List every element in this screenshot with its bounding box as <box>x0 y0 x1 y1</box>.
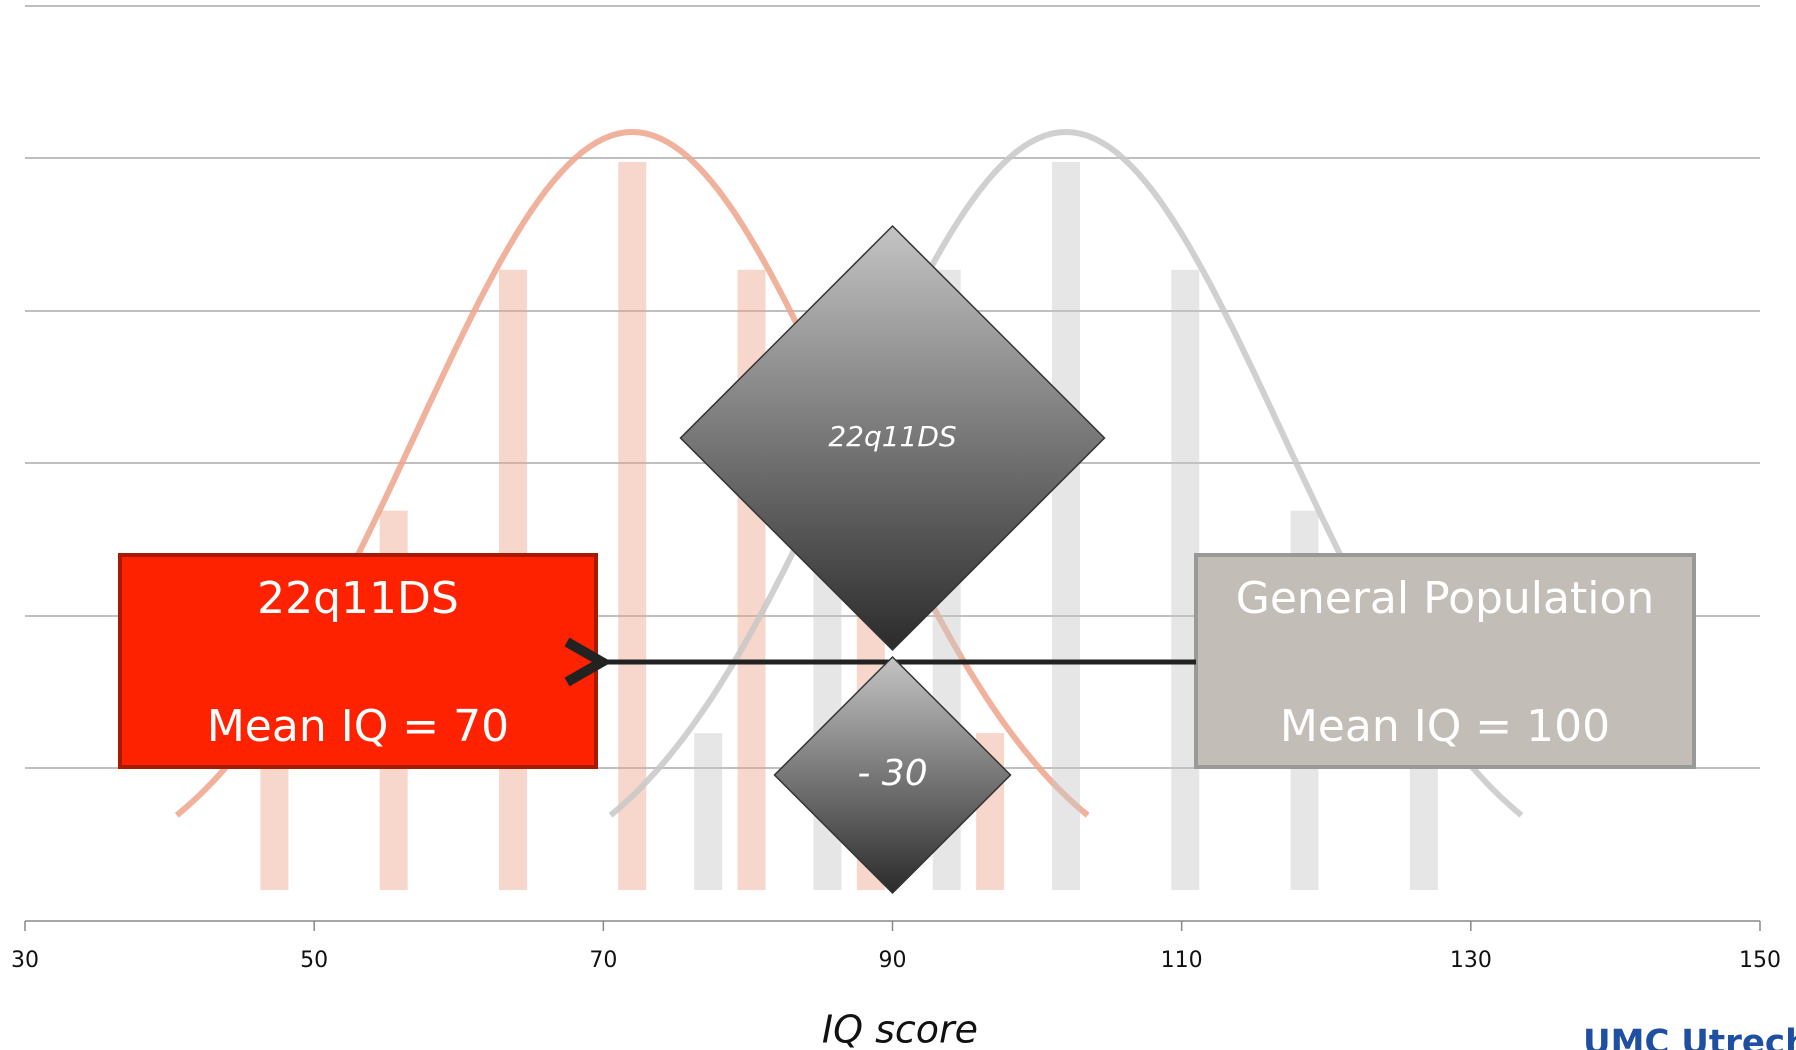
legend-box <box>118 553 598 769</box>
legend-box <box>1194 553 1696 769</box>
diamond-label: - 30 <box>857 753 927 794</box>
figure-column <box>694 733 723 890</box>
legend-name: General Population <box>1236 573 1655 624</box>
legend-name: 22q11DS <box>257 573 459 624</box>
x-tick-label: 90 <box>879 948 907 973</box>
diamond-label: 22q11DS <box>828 420 956 453</box>
x-tick-label: 110 <box>1161 948 1203 973</box>
x-tick-label: 150 <box>1739 948 1781 973</box>
x-tick-label: 130 <box>1450 948 1492 973</box>
logo: UMC Utrecht <box>1583 1023 1796 1050</box>
legend-label: Mean IQ = 100 <box>1280 701 1610 752</box>
legend-label: Mean IQ = 70 <box>207 701 509 752</box>
figure-column <box>618 162 647 890</box>
x-tick-label: 70 <box>589 948 617 973</box>
diamond <box>773 655 1012 895</box>
diamond <box>679 224 1106 652</box>
figure-column <box>1052 162 1080 890</box>
x-axis-title: IQ score <box>822 1008 978 1050</box>
x-tick-label: 50 <box>300 948 328 973</box>
x-tick-label: 30 <box>11 948 39 973</box>
